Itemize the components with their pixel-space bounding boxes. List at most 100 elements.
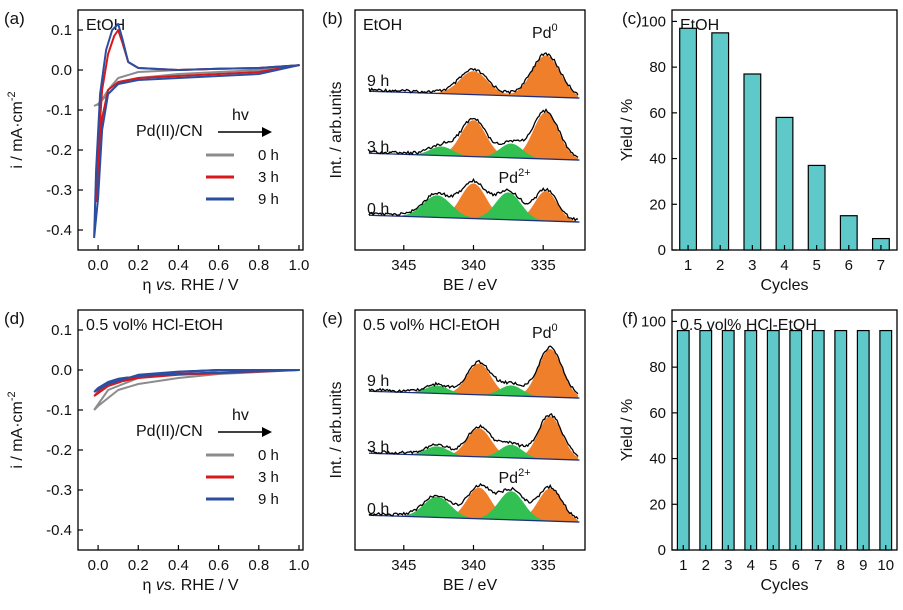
x-axis-label-a: η vs. RHE / V <box>142 277 238 294</box>
legend-label-9h: 9 h <box>258 191 279 208</box>
spectrum-9h <box>368 345 579 395</box>
x-axis-label-part-0: η <box>142 277 155 294</box>
bar-cycle-5 <box>807 164 826 251</box>
x-axis-label-part-0: η <box>142 577 155 594</box>
panel-e: (e) 0.5 vol% HCl-EtOH 345 340 335 BE / eV Int.… <box>322 309 586 594</box>
y-tick-label-f: 40 <box>649 451 666 468</box>
pd0-fill-3h <box>368 112 578 160</box>
bar-cycle-9 <box>856 329 870 551</box>
annotation-2plus-sup: 2+ <box>518 167 531 179</box>
y-axis-label-d: i / mA·cm-2 <box>6 391 26 468</box>
annotation-0: Pd0 <box>532 322 558 342</box>
y-tick-label-a: 0.0 <box>51 62 72 79</box>
bar-cycle-3 <box>743 73 762 251</box>
x-tick-label-c: 5 <box>812 257 820 274</box>
x-tick-label-b: 335 <box>531 257 556 274</box>
x-tick-label-f: 10 <box>877 557 894 574</box>
x-tick-label-a: 0.0 <box>88 257 109 274</box>
inset-title-d: 0.5 vol% HCl-EtOH <box>86 317 223 334</box>
y-tick-label-c: 100 <box>641 13 666 30</box>
plot-frame-d <box>77 309 304 551</box>
legend-label-0h: 0 h <box>258 147 279 164</box>
x-tick-label-f: 5 <box>769 557 777 574</box>
bar-cycle-10 <box>879 329 893 551</box>
inset-title-e: 0.5 vol% HCl-EtOH <box>363 317 500 334</box>
spectrum-3h <box>368 413 579 457</box>
x-tick-label-d: 0.6 <box>208 557 229 574</box>
y-tick-label-c: 20 <box>649 196 666 213</box>
panel-label-d: (d) <box>4 309 25 328</box>
y-tick-label-a: -0.4 <box>46 222 72 239</box>
pd2-fill-0h <box>368 491 578 522</box>
y-tick-label-a: -0.2 <box>46 142 72 159</box>
y-axis-label-c: Yield / % <box>619 99 636 162</box>
y-axis-label-b: Int. / arb.units <box>328 82 345 179</box>
panel-label-c: (c) <box>622 9 642 28</box>
y-axis-label-sup: -2 <box>6 91 18 101</box>
reaction-hv-a: hv <box>232 107 249 124</box>
x-tick-label-c: 1 <box>684 257 692 274</box>
x-axis-label-part-1: vs. <box>156 277 176 294</box>
x-tick-label-c: 7 <box>877 257 885 274</box>
pd0-fill-9h <box>368 349 578 398</box>
y-tick-label-f: 20 <box>649 496 666 513</box>
y-tick-label-d: 0.0 <box>51 362 72 379</box>
bar-cycle-2 <box>699 329 713 551</box>
x-tick-label-f: 4 <box>747 557 755 574</box>
y-tick-label-c: 40 <box>649 151 666 168</box>
reaction-label-d: Pd(II)/CN <box>136 423 203 440</box>
plot-frame-e <box>354 309 586 551</box>
x-tick-label-b: 345 <box>391 257 416 274</box>
bar-cycle-1 <box>679 27 698 251</box>
x-axis-label-part-2: RHE / V <box>176 577 239 594</box>
x-tick-label-f: 7 <box>814 557 822 574</box>
x-tick-label-f: 3 <box>724 557 732 574</box>
x-tick-label-d: 0.0 <box>88 557 109 574</box>
bar-cycle-8 <box>834 329 848 551</box>
inset-title-a: EtOH <box>86 17 125 34</box>
y-tick-label-a: -0.1 <box>46 102 72 119</box>
bar-cycle-4 <box>775 116 794 251</box>
panel-f: (f) 0.5 vol% HCl-EtOH 0 20 40 60 80 100 Yield / … <box>619 309 898 594</box>
y-tick-label-c: 60 <box>649 105 666 122</box>
y-tick-label-c: 0 <box>658 242 666 259</box>
y-tick-label-f: 60 <box>649 405 666 422</box>
x-tick-label-b: 340 <box>461 257 486 274</box>
panel-a: (a) EtOH 0.0 0.2 0.4 0.6 0.8 1.0 0.1 0.0 -0.1 -0.2 -… <box>4 9 309 294</box>
x-tick-label-f: 9 <box>859 557 867 574</box>
annotation-0-main: Pd <box>532 25 552 42</box>
x-tick-label-a: 1.0 <box>289 257 310 274</box>
legend-label-9h: 9 h <box>258 491 279 508</box>
cv-curve-0h <box>93 369 300 411</box>
spectrum-label-3h: 3 h <box>367 139 389 156</box>
panel-b: (b) EtOH 345 340 335 BE / eV Int. / arb.units 9… <box>322 9 586 294</box>
x-tick-label-d: 0.2 <box>128 557 149 574</box>
reaction-hv-d: hv <box>232 407 249 424</box>
x-tick-label-c: 6 <box>845 257 853 274</box>
y-tick-label-c: 80 <box>649 59 666 76</box>
bar-cycle-6 <box>839 215 858 251</box>
y-tick-label-f: 100 <box>641 313 666 330</box>
bar-cycle-3 <box>721 329 735 551</box>
annotation-0-main: Pd <box>532 325 552 342</box>
annotation-2plus: Pd2+ <box>499 467 531 487</box>
y-axis-label-main: i / mA·cm <box>9 101 26 169</box>
baseline-9h <box>368 390 580 399</box>
x-tick-label-f: 2 <box>702 557 710 574</box>
pd2-fill-0h <box>368 192 578 222</box>
annotation-2plus-main: Pd <box>499 470 519 487</box>
x-axis-label-part-1: vs. <box>156 577 176 594</box>
inset-title-f: 0.5 vol% HCl-EtOH <box>680 317 817 334</box>
y-axis-label-sup: -2 <box>6 391 18 401</box>
spectrum-3h <box>368 108 579 158</box>
x-axis-label-d: η vs. RHE / V <box>142 577 238 594</box>
baseline-9h <box>368 90 580 99</box>
y-tick-label-d: 0.1 <box>51 322 72 339</box>
pd0-fill-0h <box>368 487 578 522</box>
annotation-2plus: Pd2+ <box>499 167 531 187</box>
y-tick-label-a: 0.1 <box>51 22 72 39</box>
x-tick-label-e: 340 <box>461 557 486 574</box>
pd2-fill-9h <box>368 385 578 398</box>
x-axis-label-c: Cycles <box>760 277 808 294</box>
